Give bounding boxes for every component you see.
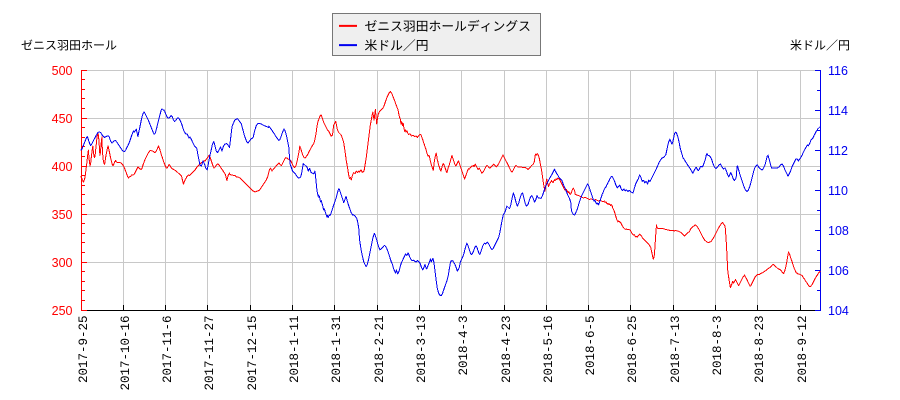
svg-text:2017-11-27: 2017-11-27 <box>203 316 217 391</box>
svg-text:250: 250 <box>52 304 73 318</box>
svg-text:114: 114 <box>828 104 848 118</box>
svg-text:2018-2-21: 2018-2-21 <box>373 316 387 384</box>
svg-text:112: 112 <box>828 144 848 158</box>
svg-text:2017-11-6: 2017-11-6 <box>161 316 175 384</box>
svg-text:2018-8-3: 2018-8-3 <box>711 316 725 376</box>
svg-text:106: 106 <box>828 264 849 278</box>
svg-text:2018-9-12: 2018-9-12 <box>796 316 810 384</box>
svg-text:2018-7-13: 2018-7-13 <box>669 316 683 384</box>
svg-text:2018-4-3: 2018-4-3 <box>457 316 471 376</box>
svg-text:2018-3-13: 2018-3-13 <box>415 316 429 384</box>
svg-text:108: 108 <box>828 224 849 238</box>
svg-text:400: 400 <box>52 160 73 174</box>
svg-text:2018-6-25: 2018-6-25 <box>626 316 640 384</box>
svg-text:110: 110 <box>828 184 848 198</box>
svg-text:2017-9-25: 2017-9-25 <box>77 316 91 384</box>
svg-text:116: 116 <box>828 64 848 78</box>
svg-text:2018-5-16: 2018-5-16 <box>542 316 556 384</box>
svg-text:2018-4-23: 2018-4-23 <box>500 316 514 384</box>
svg-text:2017-10-16: 2017-10-16 <box>119 316 133 391</box>
svg-text:450: 450 <box>52 112 73 126</box>
svg-text:500: 500 <box>52 64 73 78</box>
svg-text:350: 350 <box>52 208 73 222</box>
svg-text:2018-6-5: 2018-6-5 <box>584 316 598 376</box>
svg-text:300: 300 <box>52 256 73 270</box>
svg-text:2018-8-23: 2018-8-23 <box>753 316 767 384</box>
svg-text:2018-1-31: 2018-1-31 <box>330 316 344 384</box>
svg-text:2018-1-11: 2018-1-11 <box>288 316 302 384</box>
svg-text:2017-12-15: 2017-12-15 <box>246 316 260 391</box>
svg-text:104: 104 <box>828 304 849 318</box>
